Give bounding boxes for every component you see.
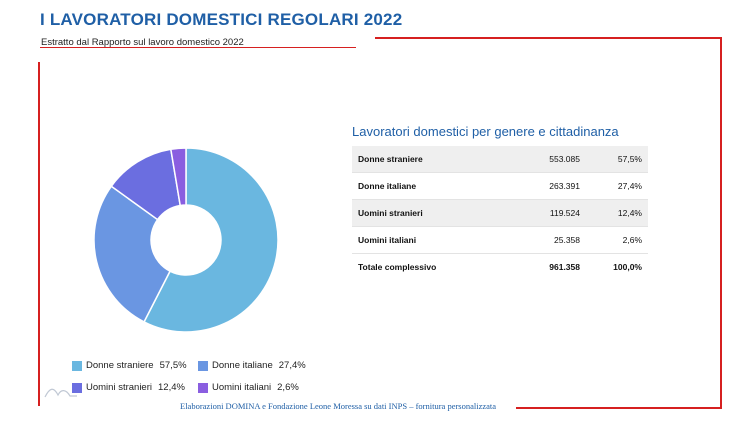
row-value: 119.524 [504,199,586,227]
table-row: Uomini italiani 25.358 2,6% [352,226,648,254]
table-title: Lavoratori domestici per genere e cittad… [352,124,619,139]
total-value: 961.358 [549,262,580,272]
row-percentage: 57,5% [586,146,648,173]
legend-swatch [198,360,208,371]
subtitle-divider [40,47,356,48]
legend-pct: 2,6% [277,382,299,393]
row-value: 25.358 [504,226,586,254]
row-value: 263.391 [504,172,586,200]
donut-chart [93,147,279,333]
frame-left-border [38,62,40,406]
frame-top-border [375,37,722,39]
page-title: I LAVORATORI DOMESTICI REGOLARI 2022 [40,10,403,29]
row-percentage: 2,6% [586,226,648,254]
legend-item-uomini-italiani: Uomini italiani 2,6% [198,382,299,393]
legend-label: Donne straniere [86,360,154,371]
source-note: Elaborazioni DOMINA e Fondazione Leone M… [180,401,497,411]
table-row: Donne straniere 553.085 57,5% [352,146,648,173]
data-table: Donne straniere 553.085 57,5% Donne ital… [352,146,648,280]
table-total-row: Totale complessivo 961.358 100,0% [352,254,648,281]
legend-pct: 57,5% [159,360,187,371]
row-percentage: 27,4% [586,172,648,200]
legend-item-donne-straniere: Donne straniere 57,5% [72,360,187,371]
total-percentage: 100,0% [613,262,642,272]
legend-swatch [72,360,82,371]
total-label: Totale complessivo [358,262,437,272]
legend-label: Uomini stranieri [86,382,152,393]
legend-label: Donne italiane [212,360,273,371]
row-label: Uomini italiani [352,226,504,254]
row-percentage: 12,4% [586,199,648,227]
logo-icon [44,388,77,398]
legend-pct: 12,4% [158,382,185,393]
legend-label: Uomini italiani [212,382,272,393]
row-label: Donne straniere [352,146,504,173]
donut-slice-donne-straniere [143,147,279,333]
donut-slice-donne-italiane [93,185,172,323]
table-row: Uomini stranieri 119.524 12,4% [352,199,648,227]
legend-swatch [72,382,82,393]
donut-slice-uomini-italiani [169,147,187,207]
legend-pct: 27,4% [278,360,306,371]
frame-bottom-border [516,407,722,409]
page-subtitle: Estratto dal Rapporto sul lavoro domesti… [41,37,244,48]
row-label: Uomini stranieri [352,199,504,227]
row-label: Donne italiane [352,172,504,200]
legend-swatch [198,382,208,393]
legend-item-donne-italiane: Donne italiane 27,4% [198,360,306,371]
legend-item-uomini-stranieri: Uomini stranieri 12,4% [72,382,185,393]
table-row: Donne italiane 263.391 27,4% [352,172,648,200]
frame-right-border [720,37,722,409]
row-value: 553.085 [504,146,586,173]
